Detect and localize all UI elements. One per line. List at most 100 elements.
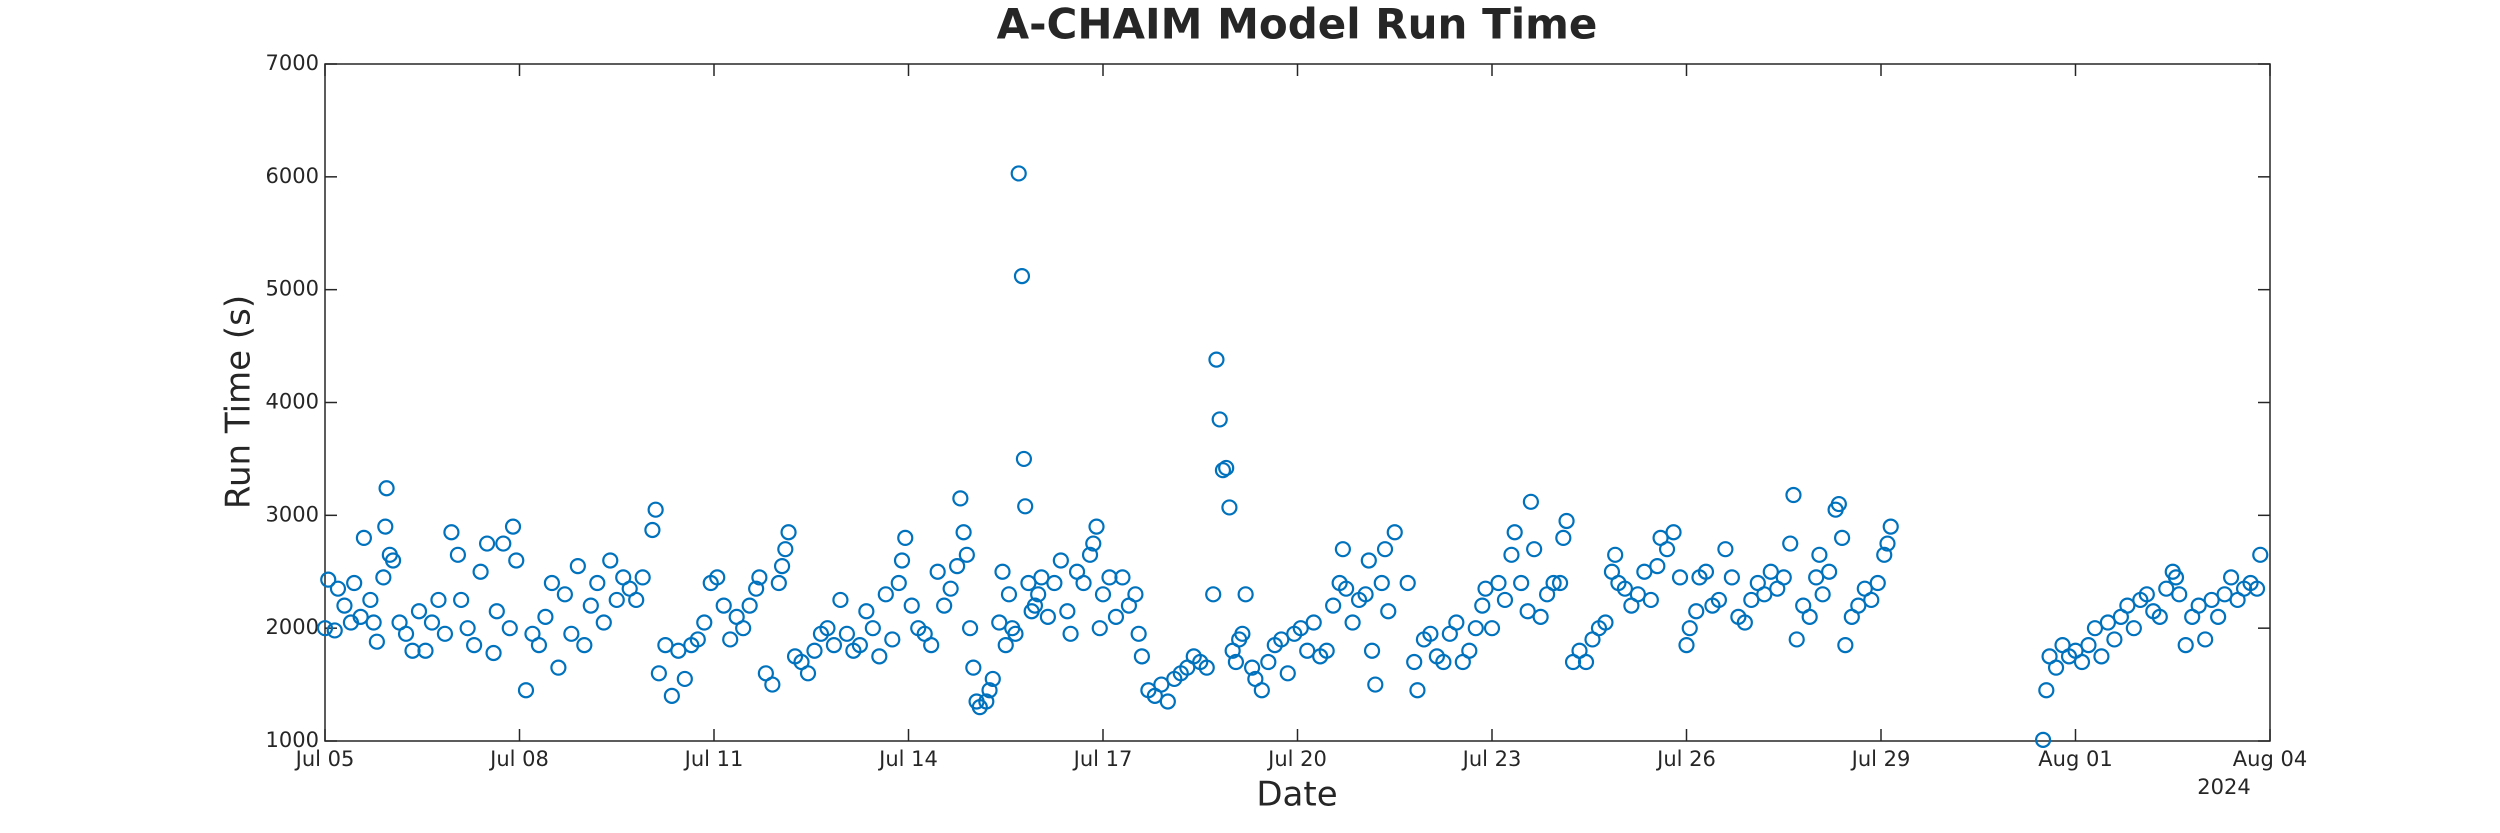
data-point bbox=[1555, 529, 1572, 547]
data-point bbox=[2034, 731, 2052, 748]
data-point bbox=[1299, 642, 1316, 659]
data-point bbox=[1710, 591, 1728, 609]
y-tick-label: 5000 bbox=[266, 277, 319, 301]
data-point bbox=[2151, 608, 2168, 625]
data-point bbox=[1532, 608, 1549, 625]
data-point bbox=[1081, 546, 1099, 563]
data-point bbox=[1837, 636, 1854, 654]
data-point bbox=[478, 535, 496, 552]
data-point bbox=[1088, 518, 1105, 535]
x-tick-label: Jul 08 bbox=[488, 747, 549, 771]
data-point bbox=[832, 591, 849, 609]
data-point bbox=[1474, 597, 1491, 614]
data-point bbox=[608, 591, 625, 609]
data-point bbox=[1422, 625, 1439, 642]
data-point bbox=[1785, 486, 1802, 504]
data-point bbox=[466, 636, 483, 654]
data-point bbox=[453, 591, 470, 609]
data-point bbox=[1409, 682, 1426, 699]
data-point bbox=[1020, 574, 1037, 592]
data-point bbox=[1513, 574, 1530, 592]
data-point bbox=[2106, 631, 2123, 648]
data-point bbox=[517, 682, 535, 699]
data-point bbox=[2216, 586, 2233, 603]
data-point bbox=[952, 490, 969, 507]
data-point bbox=[1558, 512, 1575, 530]
data-point bbox=[1017, 498, 1034, 515]
data-point bbox=[1091, 620, 1108, 637]
data-point bbox=[576, 636, 593, 654]
data-point bbox=[1681, 620, 1698, 637]
data-point bbox=[741, 597, 758, 614]
data-point bbox=[1490, 574, 1507, 592]
data-point bbox=[1506, 524, 1523, 541]
data-point bbox=[1503, 546, 1520, 563]
data-point bbox=[1406, 653, 1423, 671]
x-axis-label: Date bbox=[1256, 775, 1337, 815]
data-point bbox=[377, 518, 394, 535]
data-point bbox=[997, 636, 1014, 654]
data-point bbox=[1046, 574, 1063, 592]
data-point bbox=[1477, 580, 1494, 597]
data-point bbox=[1629, 586, 1646, 603]
data-point bbox=[884, 631, 901, 648]
data-point bbox=[961, 620, 979, 637]
data-point bbox=[1075, 574, 1092, 592]
data-point bbox=[1665, 524, 1682, 541]
data-point bbox=[825, 636, 843, 654]
data-point bbox=[1461, 642, 1478, 659]
data-point bbox=[1688, 603, 1705, 620]
data-point bbox=[365, 614, 382, 631]
x-tick-label: Jul 23 bbox=[1461, 747, 1522, 771]
data-point bbox=[1237, 586, 1254, 603]
data-point bbox=[1483, 620, 1501, 637]
x-tick-label: Aug 04 bbox=[2233, 747, 2307, 771]
data-point bbox=[748, 580, 765, 597]
data-point bbox=[1305, 614, 1322, 631]
x-tick-label: Jul 14 bbox=[877, 747, 938, 771]
data-point bbox=[2197, 631, 2214, 648]
data-point bbox=[936, 597, 953, 614]
x-tick-label: Jul 20 bbox=[1266, 747, 1327, 771]
data-point bbox=[1658, 541, 1676, 558]
data-point bbox=[838, 625, 856, 642]
data-point bbox=[1723, 569, 1740, 586]
data-point bbox=[1380, 603, 1397, 620]
data-point bbox=[1545, 574, 1562, 592]
data-point bbox=[634, 569, 651, 586]
y-tick-label: 3000 bbox=[266, 502, 319, 526]
data-point bbox=[780, 524, 797, 541]
data-point bbox=[650, 665, 667, 682]
data-point bbox=[459, 620, 476, 637]
data-point bbox=[1221, 499, 1238, 516]
data-point bbox=[2190, 597, 2207, 614]
data-point bbox=[368, 633, 385, 650]
data-point bbox=[1756, 586, 1773, 603]
data-point bbox=[1030, 586, 1047, 603]
y-tick-label: 7000 bbox=[266, 51, 319, 75]
data-point bbox=[530, 636, 548, 654]
y-tick-label: 6000 bbox=[266, 164, 319, 188]
data-point bbox=[1363, 642, 1381, 659]
data-point bbox=[1153, 676, 1170, 693]
data-point bbox=[965, 659, 982, 676]
data-point bbox=[929, 563, 946, 580]
data-point bbox=[1399, 574, 1416, 592]
data-point bbox=[1642, 591, 1659, 609]
data-point bbox=[893, 552, 911, 569]
data-point bbox=[1010, 165, 1027, 182]
data-point bbox=[2252, 546, 2269, 563]
data-point bbox=[2080, 636, 2097, 654]
data-point bbox=[877, 586, 894, 603]
data-point bbox=[949, 558, 966, 575]
data-point bbox=[1775, 569, 1792, 586]
data-point bbox=[689, 631, 706, 648]
data-point bbox=[923, 636, 940, 654]
data-point bbox=[978, 693, 995, 710]
data-point bbox=[397, 625, 415, 642]
data-point bbox=[495, 535, 512, 552]
data-point bbox=[589, 574, 606, 592]
data-point bbox=[582, 597, 599, 614]
data-point bbox=[2138, 586, 2155, 603]
data-point bbox=[1519, 603, 1536, 620]
